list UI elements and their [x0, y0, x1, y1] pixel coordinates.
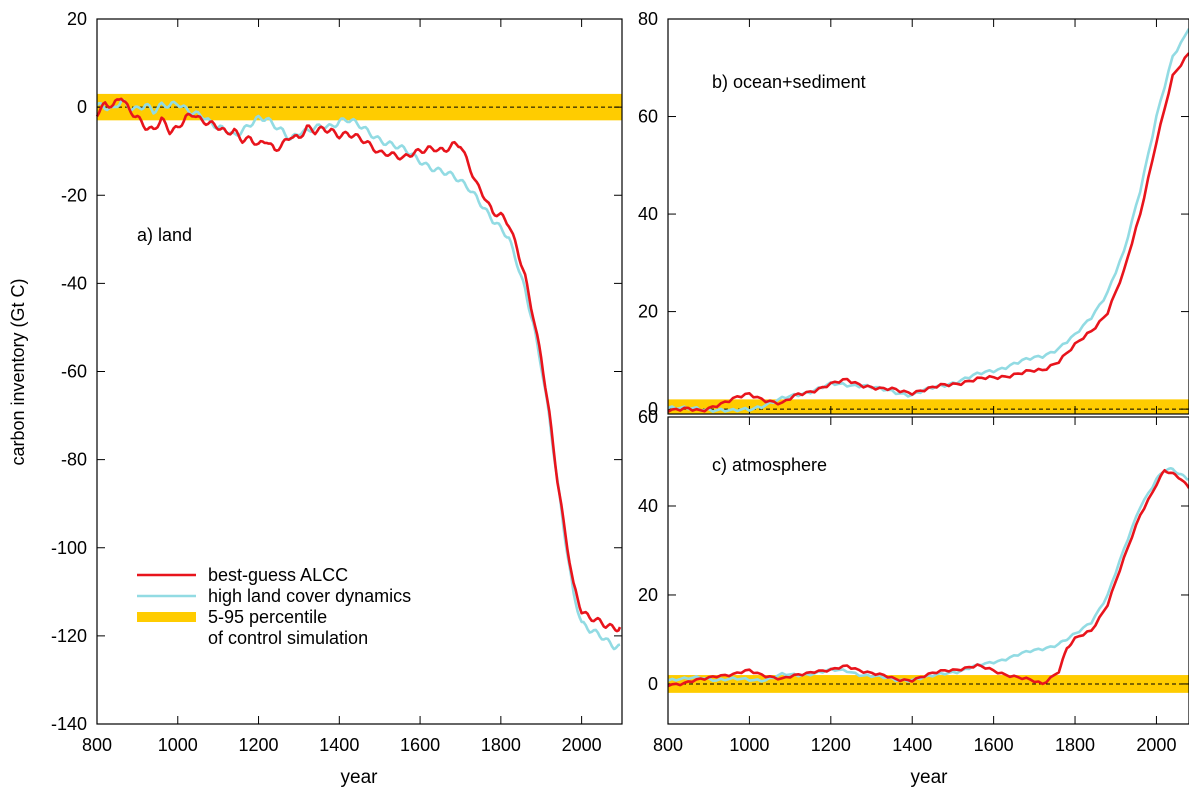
x-tick-label: 2000: [562, 735, 602, 755]
y-tick-label: 40: [638, 204, 658, 224]
series-line-best-guess: [667, 52, 1189, 413]
series-group: [667, 28, 1189, 413]
y-tick-label: 20: [638, 585, 658, 605]
y-tick-label: -40: [61, 273, 87, 293]
x-axis-label: year: [341, 767, 379, 788]
y-tick-label: 0: [648, 674, 658, 694]
y-tick-label: 0: [648, 399, 658, 419]
plot-frame: [96, 18, 623, 725]
y-tick-label: -100: [51, 538, 87, 558]
y-tick-label: 80: [638, 9, 658, 29]
x-axis-label: year: [911, 767, 949, 788]
x-tick-label: 1000: [729, 735, 769, 755]
series-group: [667, 467, 1189, 688]
y-axis-label: carbon inventory (Gt C): [8, 278, 28, 465]
series-line-best-guess: [95, 97, 622, 633]
plot-frame: [667, 18, 1189, 415]
y-tick-label: 20: [638, 302, 658, 322]
x-tick-label: 1200: [239, 735, 279, 755]
percentile-band: [668, 399, 1189, 414]
panel-title: b) ocean+sediment: [712, 72, 866, 92]
series-group: [95, 97, 622, 651]
series-line-best-guess: [667, 469, 1189, 688]
x-tick-label: 1000: [158, 735, 198, 755]
y-tick-label: 60: [638, 407, 658, 427]
series-line-high-land-cover: [96, 99, 621, 651]
x-tick-label: 1600: [400, 735, 440, 755]
axis-ticks: 0 20 40 60 800 1000 1200 1400 1600 1800 2000: [638, 407, 1189, 755]
panel-atmosphere: 0 20 40 60 800 1000 1200 1400 1600 1800 2000 c) at…: [638, 407, 1189, 788]
x-tick-label: 800: [82, 735, 112, 755]
legend: best-guess ALCC high land cover dynamics…: [137, 565, 411, 648]
x-tick-label: 800: [653, 735, 683, 755]
control-band: [668, 399, 1189, 414]
series-line-high-land-cover: [667, 467, 1189, 683]
plot-frame: [667, 416, 1189, 725]
y-tick-label: -20: [61, 185, 87, 205]
y-tick-label: -80: [61, 450, 87, 470]
legend-swatch-percentile-band: [137, 612, 196, 622]
x-tick-label: 1800: [481, 735, 521, 755]
x-tick-label: 1800: [1055, 735, 1095, 755]
y-tick-label: 0: [77, 97, 87, 117]
y-tick-label: 40: [638, 496, 658, 516]
legend-label-percentile: 5-95 percentile: [208, 607, 327, 627]
axis-ticks: 0 20 40 60 80: [638, 9, 1189, 419]
x-tick-label: 1400: [892, 735, 932, 755]
y-tick-label: 60: [638, 107, 658, 127]
y-tick-label: -60: [61, 362, 87, 382]
panel-title: a) land: [137, 225, 192, 245]
legend-label-best-guess: best-guess ALCC: [208, 565, 348, 585]
panel-land: -140 -120 -100 -80 -60 -40 -20 0 20 800 1000 1200 14…: [51, 9, 623, 788]
x-tick-label: 1200: [811, 735, 851, 755]
panel-ocean-sediment: 0 20 40 60 80 b) ocean+sediment: [638, 9, 1189, 419]
x-tick-label: 1600: [974, 735, 1014, 755]
x-tick-label: 1400: [319, 735, 359, 755]
legend-label-high-land-cover: high land cover dynamics: [208, 586, 411, 606]
y-tick-label: -120: [51, 626, 87, 646]
x-tick-label: 2000: [1136, 735, 1176, 755]
axis-ticks: -140 -120 -100 -80 -60 -40 -20 0 20 800 1000 1200 14…: [51, 9, 622, 755]
y-tick-label: 20: [67, 9, 87, 29]
panel-title: c) atmosphere: [712, 455, 827, 475]
y-tick-label: -140: [51, 714, 87, 734]
legend-label-percentile-line2: of control simulation: [208, 628, 368, 648]
